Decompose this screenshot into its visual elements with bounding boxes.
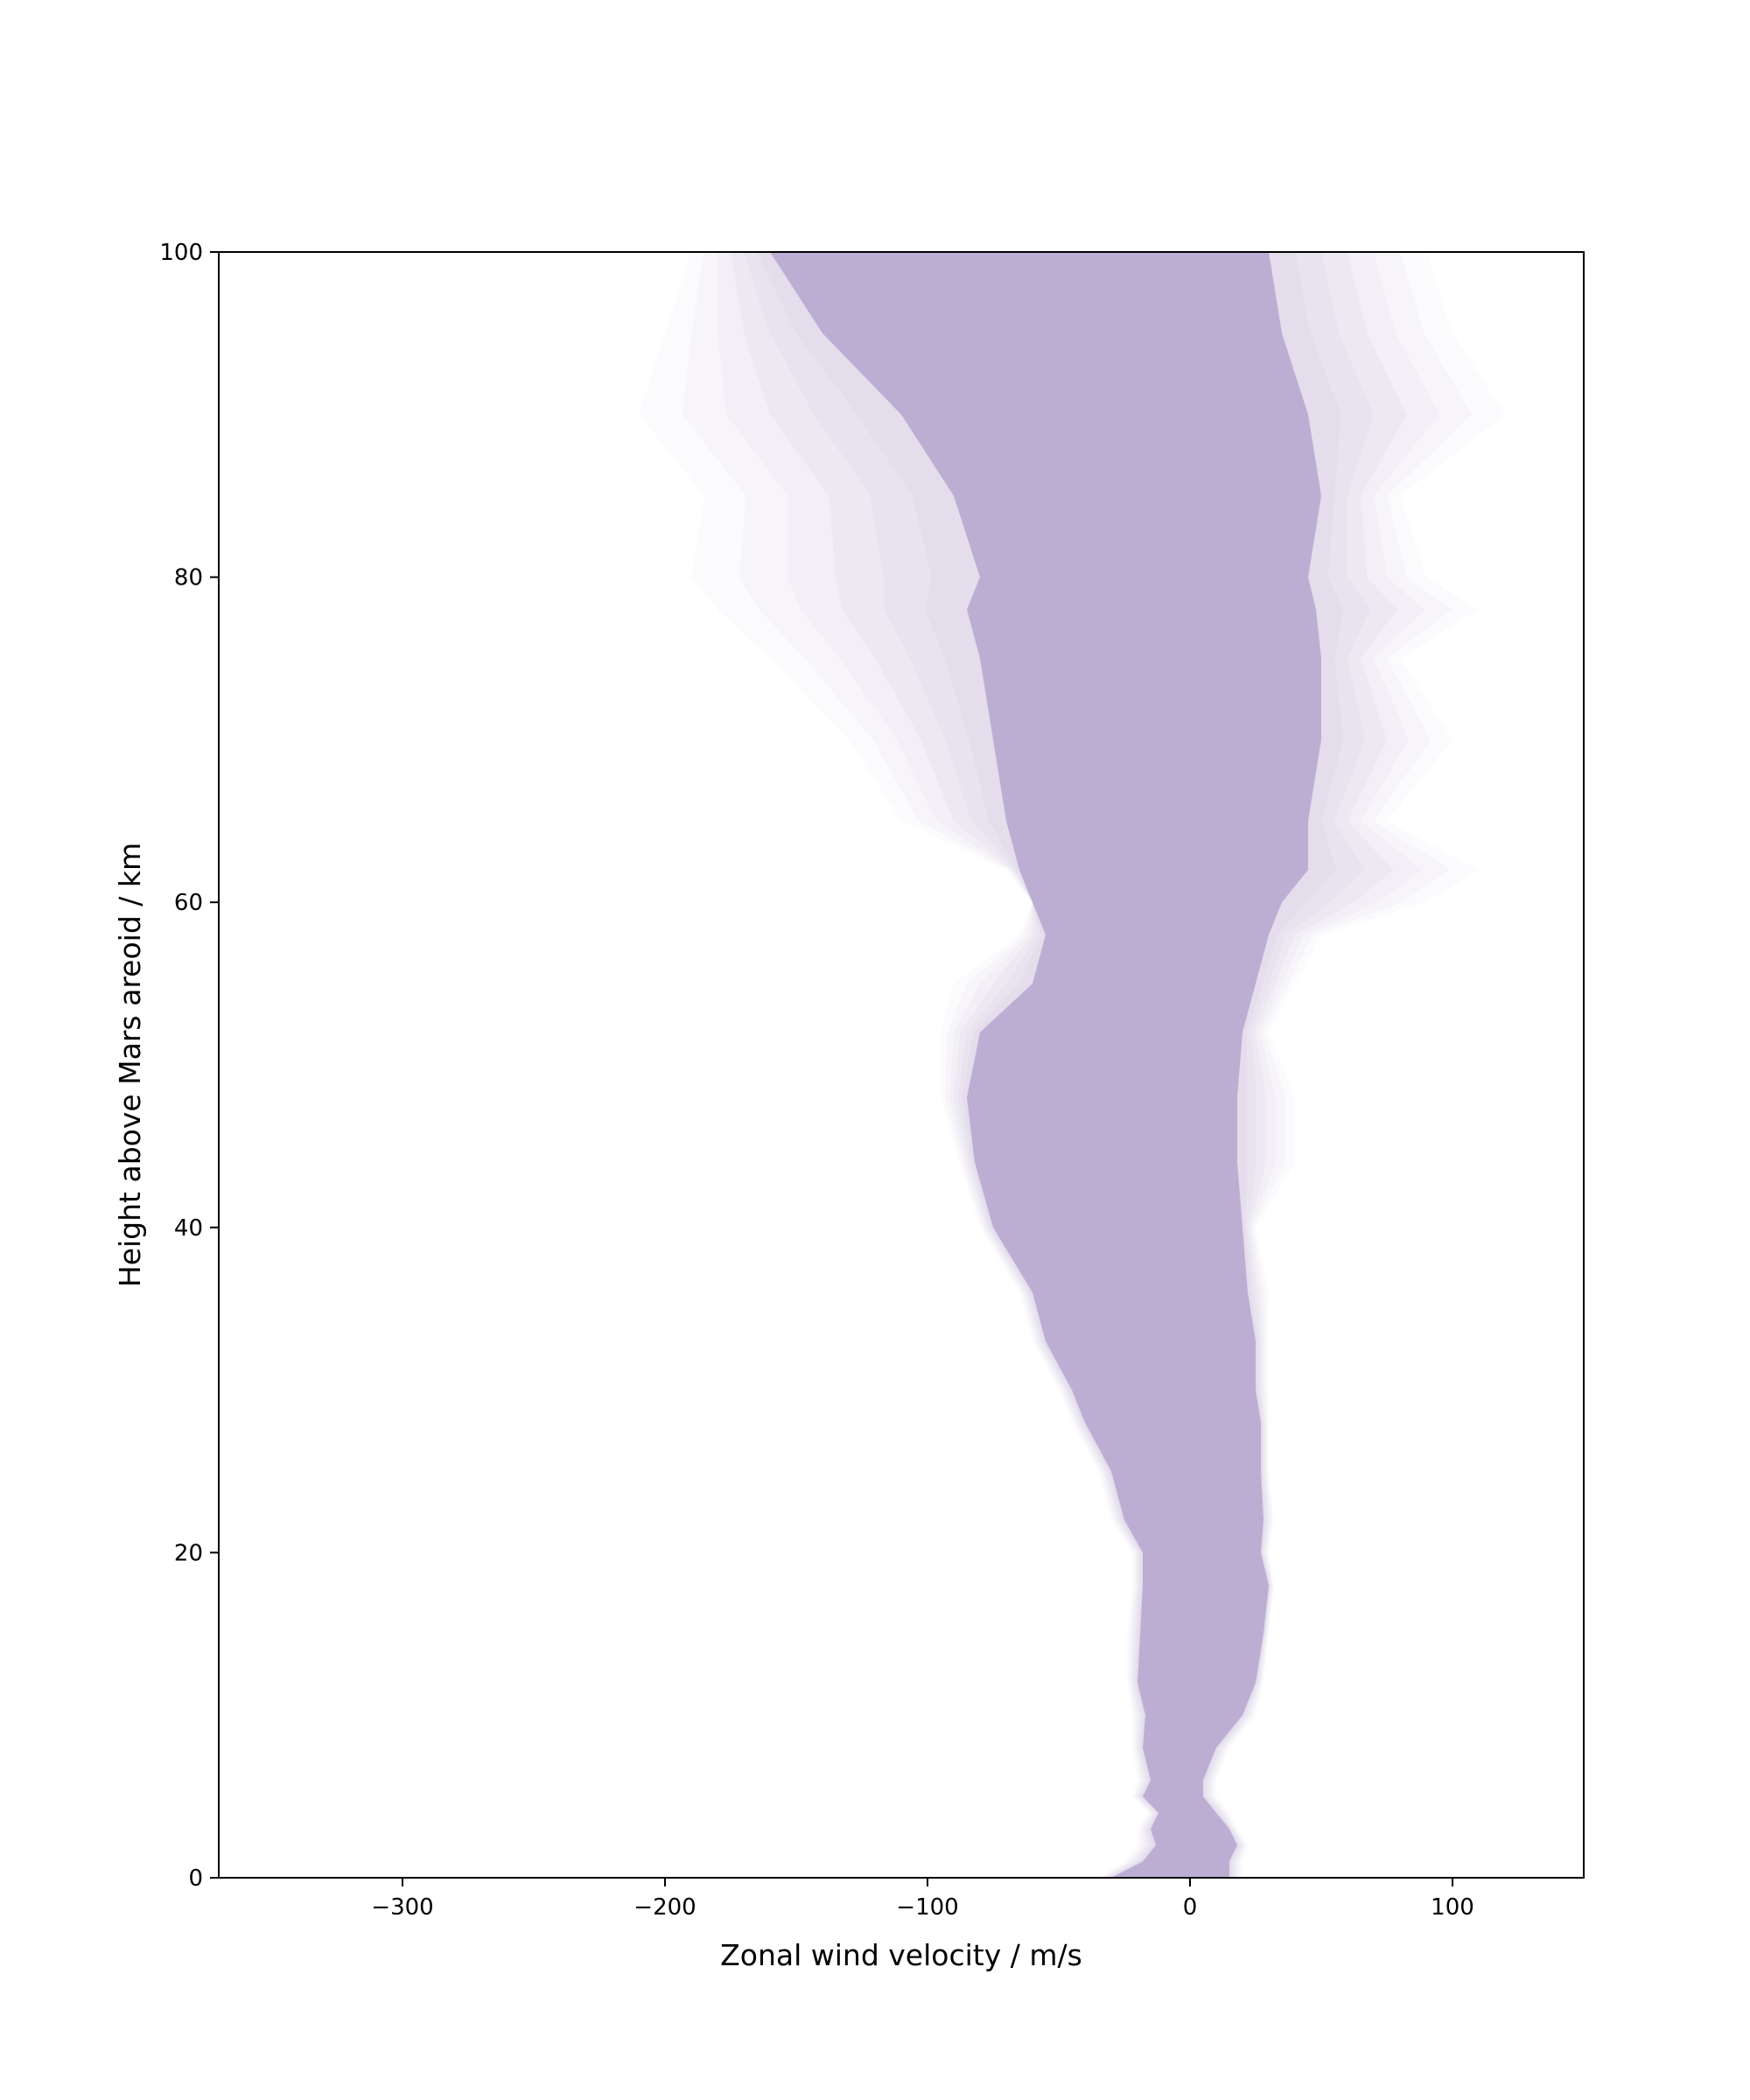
y-tick-label: 100 (159, 240, 203, 266)
x-tick-label: −200 (634, 1894, 696, 1921)
plot-area (639, 252, 1505, 1878)
x-axis: −300 −200 −100 0 100 (371, 1878, 1474, 1921)
y-tick-label: 60 (174, 890, 203, 916)
x-tick-label: −100 (896, 1894, 958, 1921)
x-tick-label: 100 (1431, 1894, 1474, 1921)
y-tick-label: 20 (174, 1540, 203, 1566)
core-band (770, 252, 1321, 1878)
plot-frame (218, 251, 1585, 1879)
x-tick-label: 0 (1183, 1894, 1198, 1921)
y-tick-label: 40 (174, 1215, 203, 1242)
y-tick-label: 80 (174, 565, 203, 592)
y-tick-label: 0 (188, 1866, 203, 1892)
y-axis: 0 20 40 60 80 100 (159, 240, 219, 1892)
x-axis-label: Zonal wind velocity / m/s (720, 1938, 1082, 1972)
x-tick-label: −300 (371, 1894, 433, 1921)
y-axis-label: Height above Mars areoid / km (113, 843, 147, 1287)
